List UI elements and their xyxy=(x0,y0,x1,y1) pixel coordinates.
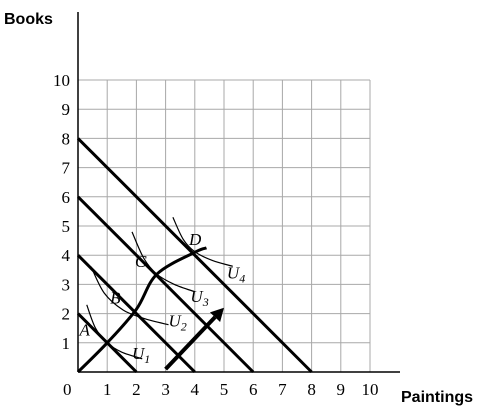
y-tick-label: 8 xyxy=(62,129,71,148)
y-axis-title: Books xyxy=(4,11,53,28)
point-label: C xyxy=(135,252,147,271)
x-tick-label: 1 xyxy=(103,380,112,399)
x-tick-label: 5 xyxy=(220,380,229,399)
expansion-path xyxy=(76,246,208,374)
budget-line xyxy=(76,254,196,374)
y-tick-label: 1 xyxy=(62,334,71,353)
tick-labels: 1 2 3 4 5 6 7 8 9 10 1 2 3 4 5 6 7 8 9 10 xyxy=(53,71,379,399)
point-label: A xyxy=(78,321,90,340)
x-tick-label: 7 xyxy=(278,380,287,399)
y-tick-label: 10 xyxy=(53,71,70,90)
x-axis-title: Paintings xyxy=(401,389,473,406)
shift-arrow xyxy=(164,315,217,371)
x-tick-label: 9 xyxy=(337,380,346,399)
x-tick-label: 4 xyxy=(191,380,200,399)
budget-line xyxy=(76,137,313,374)
y-tick-label: 5 xyxy=(62,217,71,236)
curve-label: U1 xyxy=(132,344,150,366)
point-label: D xyxy=(188,230,202,249)
y-tick-label: 4 xyxy=(62,246,71,265)
x-tick-label: 2 xyxy=(132,380,141,399)
indifference-curve xyxy=(90,266,169,326)
curve-label: U4 xyxy=(227,264,245,286)
curve-label: U2 xyxy=(169,312,187,334)
y-tick-label: 6 xyxy=(62,188,71,207)
arrow-head xyxy=(209,307,224,323)
origin-label: 0 xyxy=(63,380,72,399)
axes xyxy=(77,12,400,373)
budget-line xyxy=(76,195,255,374)
x-tick-label: 8 xyxy=(307,380,316,399)
x-tick-label: 6 xyxy=(249,380,258,399)
x-tick-label: 3 xyxy=(161,380,170,399)
x-tick-label: 10 xyxy=(362,380,379,399)
y-tick-label: 7 xyxy=(62,159,71,178)
curve-label: U3 xyxy=(190,287,208,309)
y-tick-label: 9 xyxy=(62,100,71,119)
point-label: B xyxy=(110,288,121,307)
arrow-layer xyxy=(164,307,224,371)
y-tick-label: 3 xyxy=(62,275,71,294)
y-tick-label: 2 xyxy=(62,305,71,324)
expansion-path-layer xyxy=(76,246,208,374)
